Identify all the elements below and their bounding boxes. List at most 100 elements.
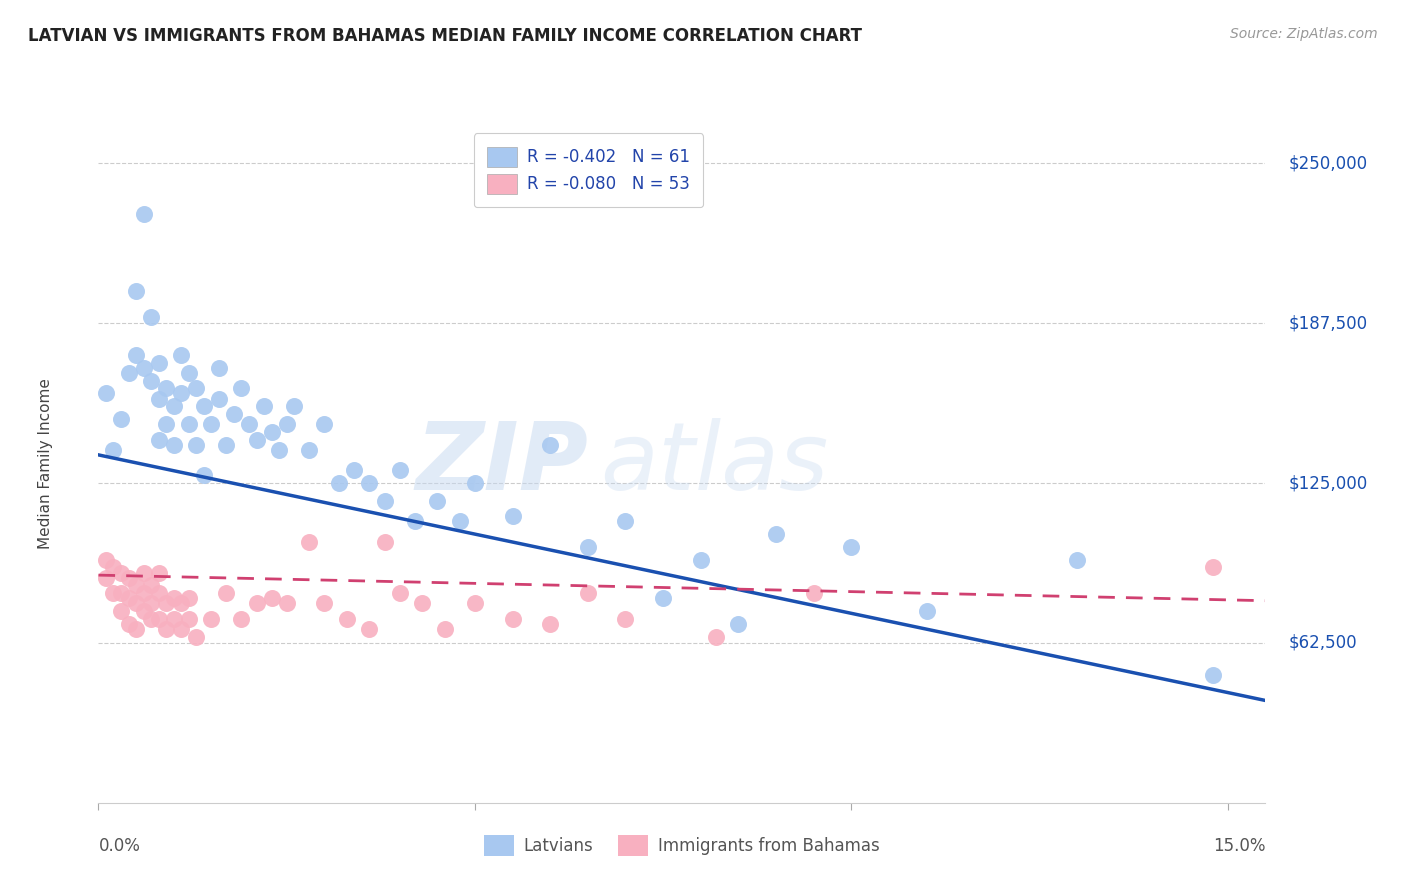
Point xyxy=(155,622,177,636)
Point xyxy=(328,476,350,491)
Point xyxy=(125,622,148,636)
Point xyxy=(765,527,787,541)
Text: 0.0%: 0.0% xyxy=(98,837,141,855)
Point xyxy=(464,476,486,491)
Point xyxy=(177,612,200,626)
Point xyxy=(245,433,267,447)
Point xyxy=(245,596,267,610)
Point xyxy=(538,616,561,631)
Point xyxy=(260,591,283,606)
Point xyxy=(193,468,215,483)
Point xyxy=(449,515,471,529)
Text: $250,000: $250,000 xyxy=(1289,154,1368,172)
Point xyxy=(253,399,276,413)
Point xyxy=(464,596,486,610)
Text: $187,500: $187,500 xyxy=(1289,314,1368,332)
Point xyxy=(343,463,366,477)
Point xyxy=(148,433,170,447)
Point xyxy=(269,442,291,457)
Point xyxy=(215,437,238,451)
Point xyxy=(155,417,177,432)
Point xyxy=(298,442,321,457)
Point xyxy=(404,515,426,529)
Point xyxy=(200,417,222,432)
Point xyxy=(276,417,298,432)
Point xyxy=(148,392,170,406)
Point xyxy=(170,596,193,610)
Point xyxy=(276,596,298,610)
Point xyxy=(915,604,938,618)
Text: LATVIAN VS IMMIGRANTS FROM BAHAMAS MEDIAN FAMILY INCOME CORRELATION CHART: LATVIAN VS IMMIGRANTS FROM BAHAMAS MEDIA… xyxy=(28,27,862,45)
Point xyxy=(148,586,170,600)
Point xyxy=(373,534,395,549)
Point xyxy=(110,412,132,426)
Legend: Latvians, Immigrants from Bahamas: Latvians, Immigrants from Bahamas xyxy=(477,829,887,863)
Point xyxy=(163,437,186,451)
Point xyxy=(132,586,155,600)
Text: $62,500: $62,500 xyxy=(1289,634,1357,652)
Point xyxy=(576,586,599,600)
Point xyxy=(314,596,336,610)
Text: Median Family Income: Median Family Income xyxy=(38,378,53,549)
Point xyxy=(148,566,170,580)
Point xyxy=(117,616,139,631)
Point xyxy=(614,515,637,529)
Point xyxy=(103,442,125,457)
Text: ZIP: ZIP xyxy=(416,417,589,510)
Point xyxy=(222,407,245,421)
Point xyxy=(110,566,132,580)
Point xyxy=(177,417,200,432)
Point xyxy=(839,540,862,554)
Point xyxy=(538,437,561,451)
Point xyxy=(155,596,177,610)
Point xyxy=(139,310,162,324)
Point xyxy=(576,540,599,554)
Point xyxy=(411,596,433,610)
Point xyxy=(238,417,260,432)
Point xyxy=(1202,668,1225,682)
Point xyxy=(125,348,148,362)
Point xyxy=(177,591,200,606)
Point xyxy=(125,284,148,298)
Point xyxy=(94,553,117,567)
Point xyxy=(200,612,222,626)
Point xyxy=(163,591,186,606)
Point xyxy=(373,494,395,508)
Point xyxy=(614,612,637,626)
Point xyxy=(1202,560,1225,574)
Point xyxy=(231,612,253,626)
Point xyxy=(170,348,193,362)
Point xyxy=(652,591,675,606)
Point xyxy=(314,417,336,432)
Point xyxy=(186,381,208,395)
Point xyxy=(170,386,193,401)
Point xyxy=(426,494,449,508)
Point xyxy=(117,591,139,606)
Point xyxy=(388,463,411,477)
Point xyxy=(139,374,162,388)
Point xyxy=(177,366,200,380)
Point xyxy=(689,553,711,567)
Text: atlas: atlas xyxy=(600,418,828,509)
Point xyxy=(388,586,411,600)
Point xyxy=(502,509,524,524)
Point xyxy=(704,630,727,644)
Point xyxy=(139,596,162,610)
Text: 15.0%: 15.0% xyxy=(1213,837,1265,855)
Point xyxy=(186,437,208,451)
Point xyxy=(298,534,321,549)
Point xyxy=(193,399,215,413)
Point xyxy=(283,399,305,413)
Point xyxy=(132,207,155,221)
Point xyxy=(103,560,125,574)
Point xyxy=(208,360,231,375)
Point xyxy=(132,604,155,618)
Point xyxy=(155,381,177,395)
Point xyxy=(163,399,186,413)
Point xyxy=(110,604,132,618)
Point xyxy=(132,360,155,375)
Point xyxy=(132,566,155,580)
Point xyxy=(186,630,208,644)
Point xyxy=(231,381,253,395)
Point xyxy=(148,612,170,626)
